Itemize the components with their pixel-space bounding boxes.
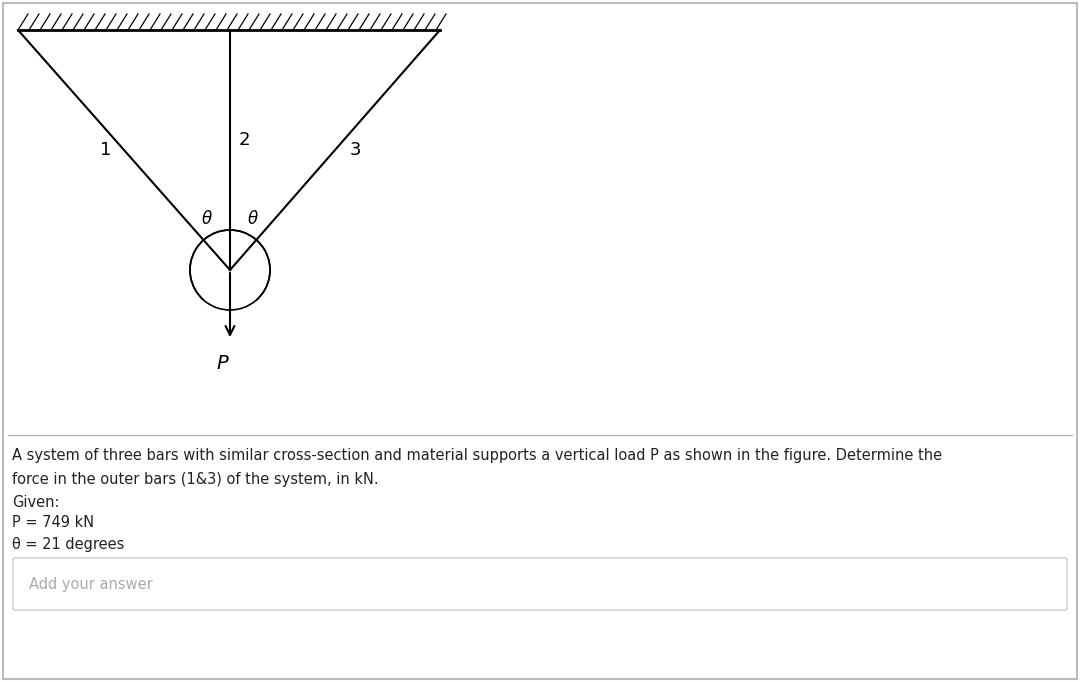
Text: Add your answer: Add your answer — [29, 578, 152, 593]
Text: P = 749 kN: P = 749 kN — [12, 515, 94, 530]
Text: P: P — [216, 354, 228, 373]
Text: A system of three bars with similar cross-section and material supports a vertic: A system of three bars with similar cros… — [12, 448, 942, 463]
Text: θ: θ — [202, 211, 212, 228]
Text: force in the outer bars (1&3) of the system, in kN.: force in the outer bars (1&3) of the sys… — [12, 472, 379, 487]
FancyBboxPatch shape — [13, 558, 1067, 610]
Text: θ: θ — [248, 211, 258, 228]
Text: 1: 1 — [100, 141, 111, 159]
Text: 3: 3 — [349, 141, 361, 159]
Text: θ = 21 degrees: θ = 21 degrees — [12, 537, 124, 552]
Text: 2: 2 — [239, 131, 249, 149]
Text: Given:: Given: — [12, 495, 59, 510]
